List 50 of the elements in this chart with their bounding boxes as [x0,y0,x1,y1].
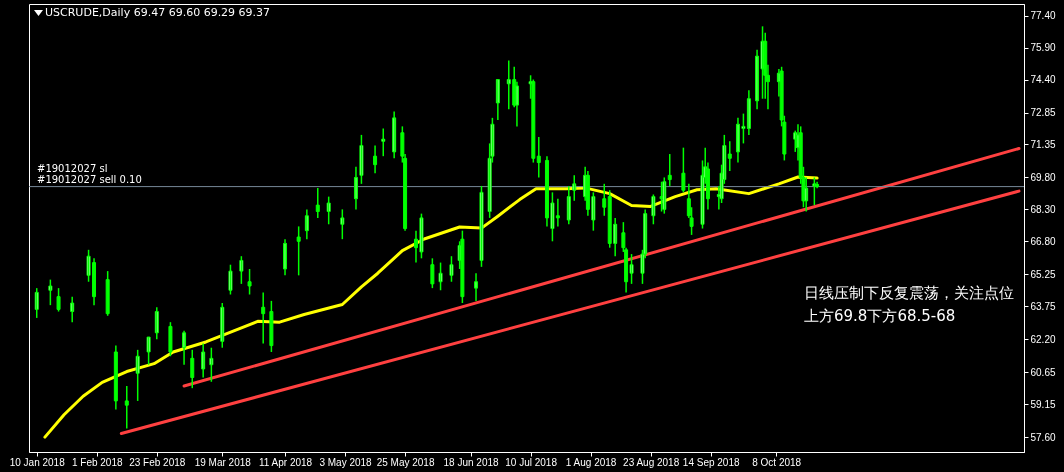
x-tick-label: 11 Apr 2018 [258,456,313,468]
candlestick [296,225,301,277]
candlestick [359,134,364,185]
x-tick-label: 10 Jul 2018 [505,456,558,468]
candlestick [56,287,61,313]
x-tick-label: 19 Mar 2018 [194,456,252,468]
y-tick-label: 57.60 [1030,431,1056,443]
x-tick-label: 18 Jun 2018 [443,456,500,468]
x-tick-label: 14 Sep 2018 [682,456,740,468]
annotation: #19012027 sell 0.10 [37,174,142,185]
y-tick-label: 74.40 [1030,74,1056,86]
candlestick [228,263,233,296]
y-tick-label: 65.25 [1030,268,1056,280]
candlestick [209,346,214,383]
candlestick [247,268,252,296]
y-tick-label: 63.75 [1030,300,1056,312]
candlestick [430,257,435,289]
x-tick-label: 25 May 2018 [376,456,435,468]
x-tick-label: 1 Aug 2018 [565,456,617,468]
candlestick [269,300,274,353]
x-tick-label: 23 Aug 2018 [623,456,680,468]
candlestick [479,185,484,268]
x-tick-label: 8 Oct 2018 [752,456,802,468]
candlestick [651,193,656,226]
annotation: #19012027 sl [37,163,108,174]
x-tick-label: 1 Feb 2018 [71,456,123,468]
candlestick [449,255,454,283]
y-tick-label: 66.80 [1030,235,1056,247]
candlestick [168,321,173,357]
y-tick-label: 62.20 [1030,333,1056,345]
y-tick-label: 71.35 [1030,138,1056,150]
y-tick-label: 60.65 [1030,366,1056,378]
x-tick-label: 23 Feb 2018 [129,456,186,468]
y-tick-label: 69.80 [1030,171,1056,183]
candlestick [146,336,151,366]
y-tick-label: 59.15 [1030,398,1056,410]
x-tick-label: 3 May 2018 [319,456,373,468]
candlestick [681,146,686,194]
annotation: 日线压制下反复震荡，关注点位上方69.8下方68.5-68 [804,284,1014,325]
y-tick-label: 75.90 [1030,42,1056,54]
candlestick [48,278,53,306]
candlestick [438,261,443,291]
y-tick-label: 68.30 [1030,203,1056,215]
candlestick [239,255,244,285]
chart-title: USCRUDE,Daily 69.47 69.60 69.29 69.37 [45,6,271,19]
candlestick [460,229,465,304]
y-tick-label: 72.85 [1030,107,1056,119]
x-tick-label: 10 Jan 2018 [9,456,66,468]
y-tick-label: 77.40 [1030,10,1056,22]
candlestick [381,127,386,157]
